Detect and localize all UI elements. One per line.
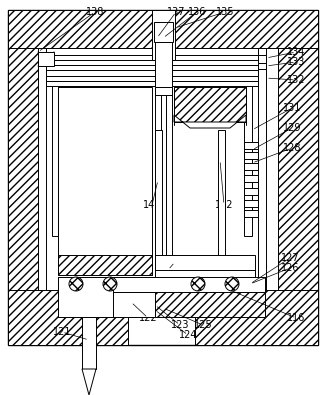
Text: 142: 142 (215, 200, 233, 210)
Bar (46, 60, 258, 65)
Text: 123: 123 (171, 320, 189, 330)
Bar (58, 277, 265, 292)
Bar (244, 142, 258, 149)
Text: 128: 128 (283, 143, 301, 153)
Bar (155, 292, 265, 317)
Bar (244, 210, 258, 217)
Bar (58, 255, 152, 275)
Text: 141: 141 (143, 200, 161, 210)
Bar (38, 52, 54, 66)
Bar (46, 55, 258, 60)
Bar (155, 255, 255, 277)
Circle shape (225, 277, 239, 291)
Bar (46, 76, 258, 81)
Bar (244, 175, 258, 182)
Bar (52, 48, 58, 236)
Text: 121: 121 (53, 327, 71, 337)
Text: 138: 138 (86, 7, 104, 17)
Text: 135: 135 (216, 7, 234, 17)
Bar (258, 63, 266, 69)
Bar (58, 87, 152, 275)
Bar (278, 48, 318, 290)
Bar (46, 70, 258, 76)
Text: 131: 131 (283, 103, 301, 113)
Text: 129: 129 (283, 123, 301, 133)
Bar (155, 42, 172, 87)
Bar (108, 292, 155, 317)
Bar (218, 130, 225, 278)
Bar (46, 48, 258, 55)
Bar (46, 81, 258, 86)
Text: 136: 136 (188, 7, 206, 17)
Bar (244, 48, 252, 236)
Circle shape (191, 277, 205, 291)
Circle shape (69, 277, 83, 291)
Bar (244, 163, 258, 170)
Bar (155, 130, 162, 278)
Text: 127: 127 (281, 253, 299, 263)
Bar (195, 290, 318, 345)
Bar (58, 292, 108, 317)
Bar (8, 290, 128, 345)
Bar (174, 87, 246, 122)
Bar (58, 277, 113, 317)
Polygon shape (82, 369, 96, 395)
Polygon shape (174, 115, 246, 128)
Bar (166, 87, 172, 287)
Bar (154, 22, 173, 42)
Bar (258, 55, 266, 63)
Text: 122: 122 (139, 313, 157, 323)
Bar (244, 188, 258, 195)
Bar (8, 10, 318, 48)
Bar (155, 87, 172, 95)
Bar (8, 48, 38, 290)
Bar (8, 10, 318, 345)
Text: 132: 132 (287, 75, 305, 85)
Text: 126: 126 (281, 263, 299, 273)
Text: 125: 125 (194, 320, 212, 330)
Bar (155, 87, 161, 287)
Bar (82, 317, 96, 369)
Text: 133: 133 (287, 57, 305, 67)
Bar (244, 152, 258, 159)
Bar (46, 65, 258, 70)
Text: 116: 116 (287, 313, 305, 323)
Bar (244, 200, 258, 207)
Bar (258, 48, 266, 290)
Bar (152, 10, 175, 60)
Bar (155, 270, 255, 278)
Text: 137: 137 (167, 7, 185, 17)
Text: 134: 134 (287, 47, 305, 57)
Bar (38, 48, 46, 290)
Text: 143: 143 (159, 265, 177, 275)
Circle shape (103, 277, 117, 291)
Text: 124: 124 (179, 330, 197, 340)
